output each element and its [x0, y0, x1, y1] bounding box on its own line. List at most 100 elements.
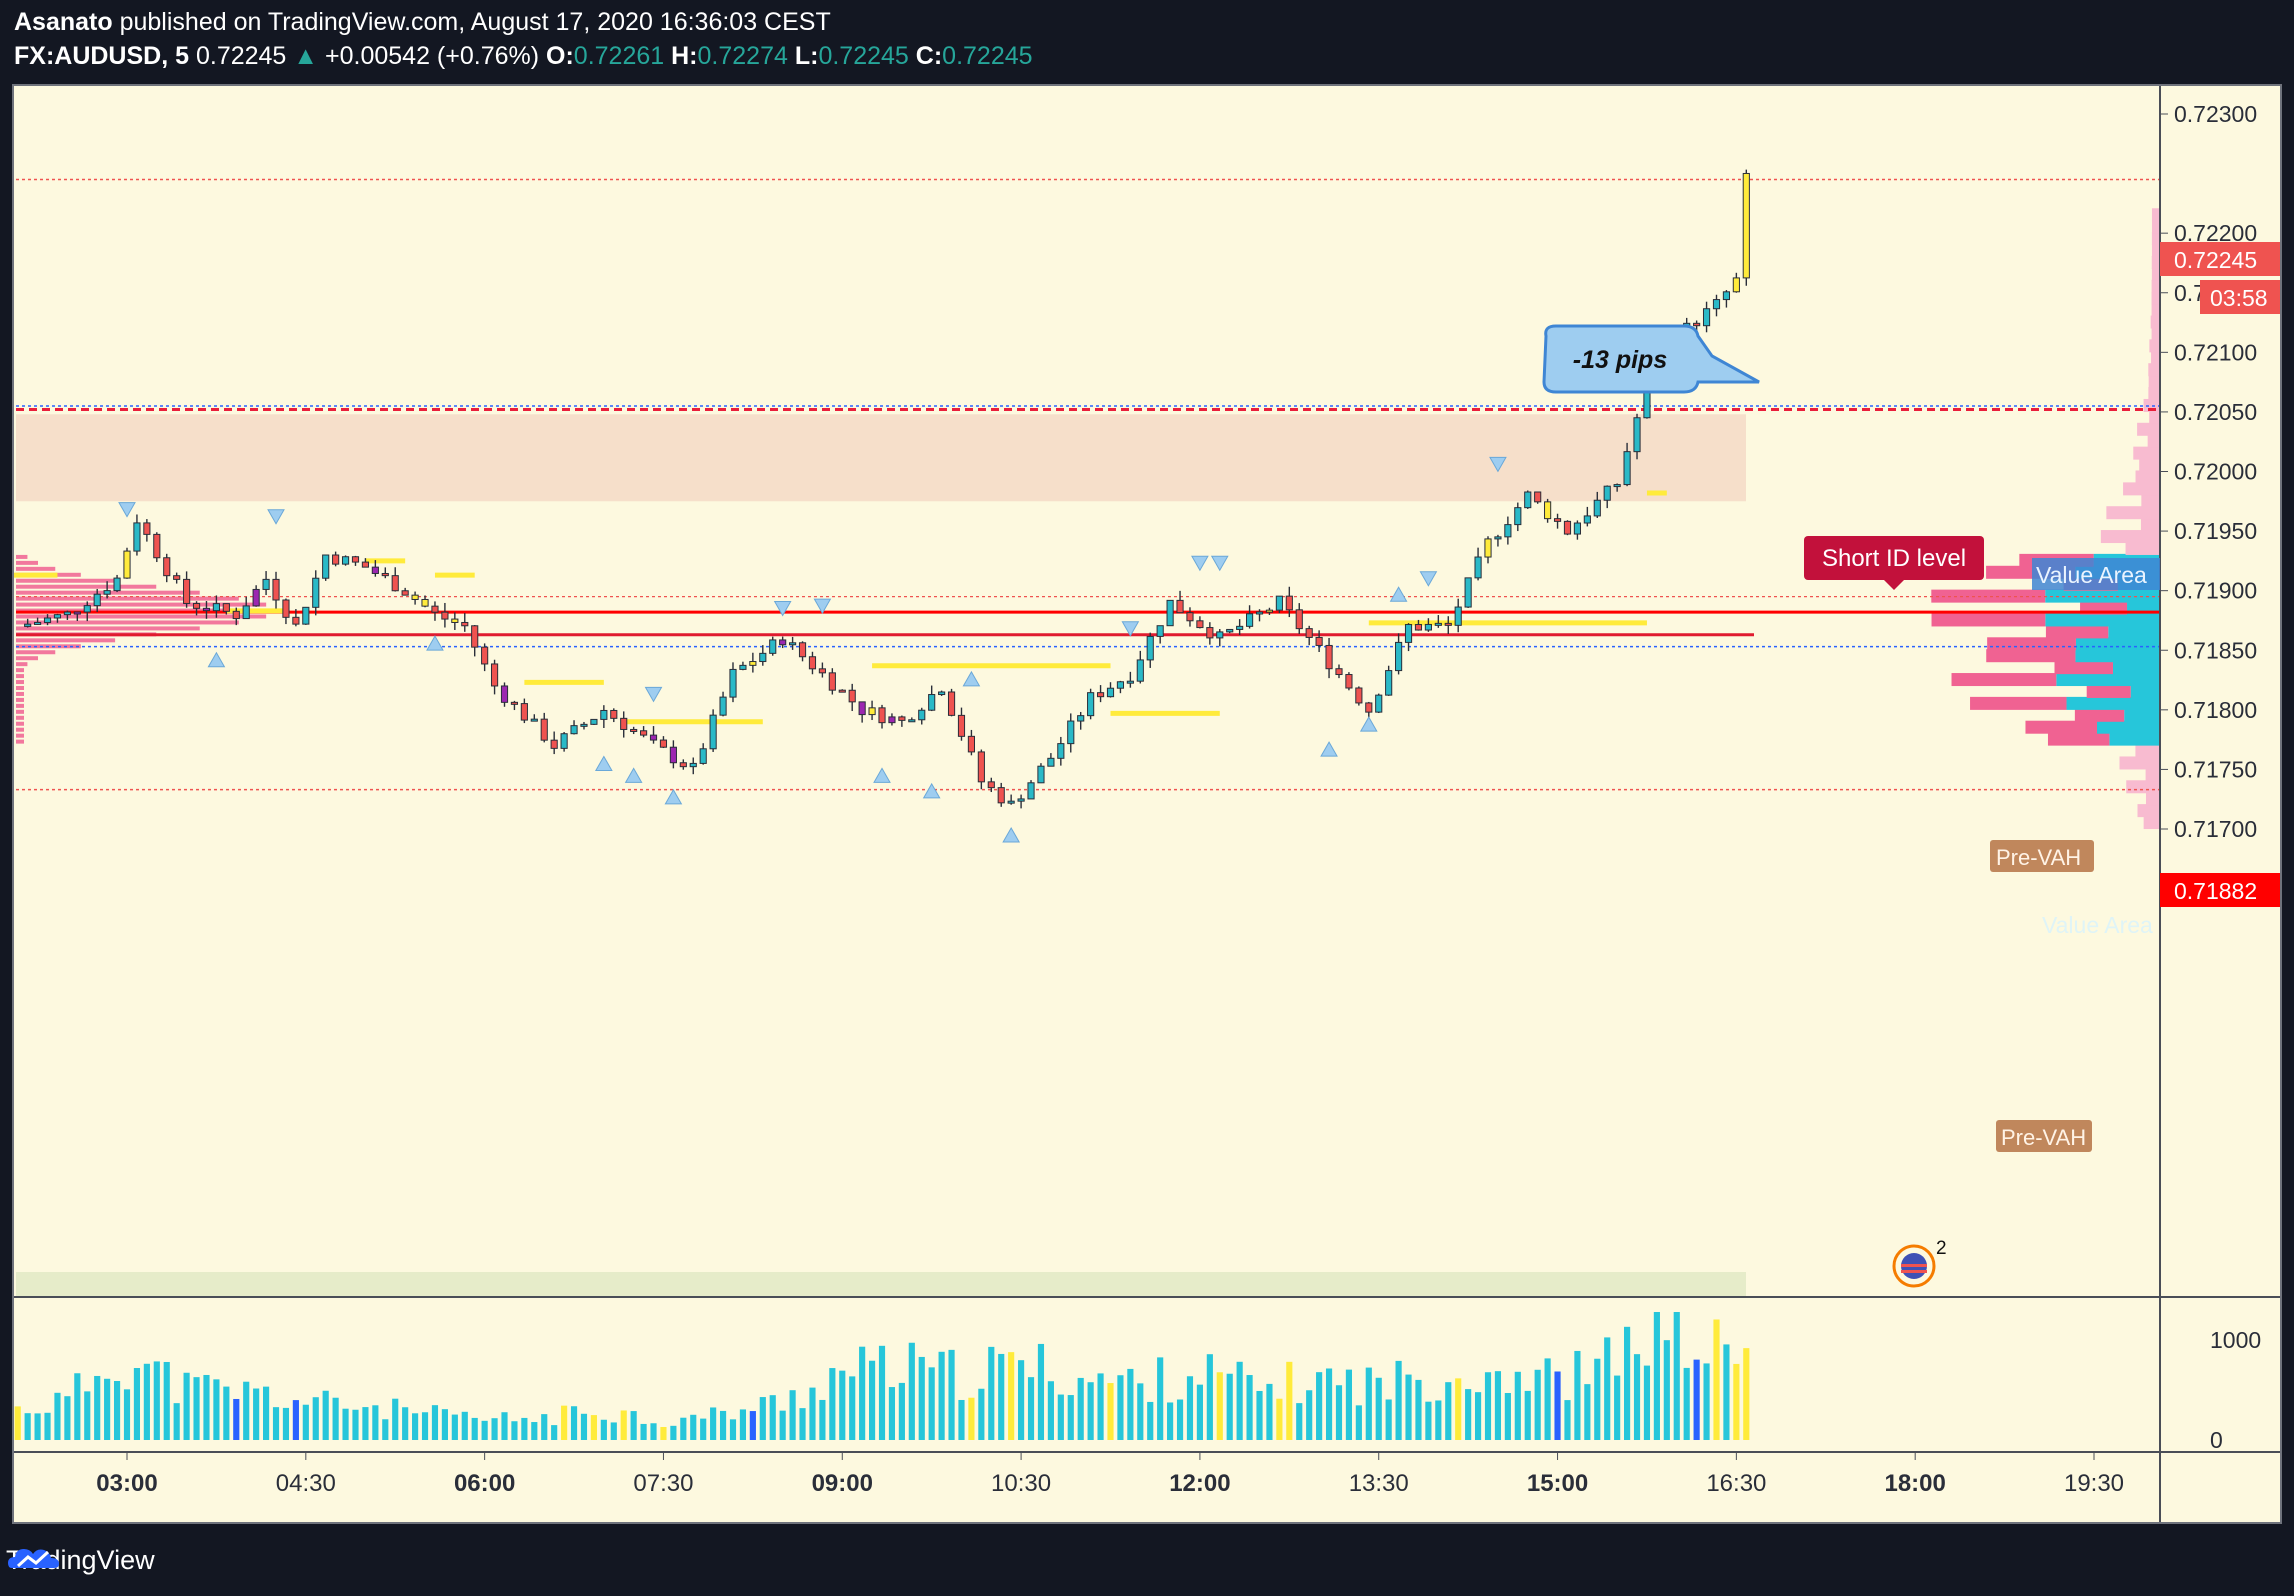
profile-bar-left — [16, 584, 157, 589]
volume-bar — [1633, 1354, 1641, 1440]
profile-bar-left — [16, 560, 39, 565]
volume-bar — [799, 1408, 806, 1440]
candle-body — [24, 623, 32, 627]
y-tick-label: 0.72000 — [2174, 459, 2257, 485]
candle-body — [669, 746, 677, 764]
profile-bar-light — [2125, 541, 2160, 555]
candle-body — [838, 689, 846, 693]
volume-bar — [769, 1395, 776, 1440]
candle-body — [818, 668, 826, 674]
x-tick-label: 10:30 — [991, 1470, 1051, 1497]
candle-body — [1623, 451, 1631, 486]
candle-body — [957, 714, 966, 737]
sell-signal-icon — [118, 502, 136, 518]
y-tick-label: 0.71900 — [2174, 578, 2257, 604]
volume-bar — [223, 1386, 230, 1440]
candle-body — [1742, 172, 1750, 279]
candle-body — [828, 672, 836, 691]
candle-body — [1395, 641, 1403, 672]
candle-body — [1335, 668, 1343, 676]
pips-callout[interactable]: -13 pips — [1542, 324, 1760, 394]
low-value: 0.72245 — [818, 42, 909, 70]
candle-body — [1524, 491, 1532, 509]
profile-bar-left — [16, 608, 276, 613]
volume-bar — [948, 1349, 955, 1440]
volume-bar — [471, 1417, 478, 1440]
x-tick-label: 03:00 — [96, 1470, 157, 1497]
profile-bar-left — [16, 602, 267, 607]
price-levels — [16, 178, 2160, 791]
x-tick-label: 06:00 — [454, 1470, 515, 1497]
volume-bar — [1246, 1375, 1253, 1440]
candle-body — [1236, 625, 1244, 630]
pips-callout-text: -13 pips — [1573, 346, 1668, 374]
candle-body — [649, 734, 658, 741]
symbol-label[interactable]: FX:AUDUSD, 5 — [14, 42, 190, 70]
price-chart[interactable]: 0.723000.722000.721500.721000.720500.720… — [14, 86, 2280, 1522]
volume-bar — [1693, 1359, 1700, 1440]
volume-bar — [104, 1378, 111, 1440]
last-price-badge: 0.72245 — [2160, 242, 2280, 276]
candle-body — [232, 610, 240, 620]
candle-body — [292, 616, 300, 625]
volume-bar — [1395, 1360, 1402, 1440]
volume-bar — [1455, 1378, 1462, 1440]
profile-bar-light — [2139, 458, 2160, 472]
profile-bar-light — [2145, 768, 2160, 782]
candle-body — [759, 652, 767, 663]
volume-bar — [1186, 1376, 1194, 1440]
candle-body — [1593, 499, 1601, 517]
volume-bar — [590, 1415, 597, 1440]
candle-body — [908, 719, 916, 723]
volume-bar — [451, 1414, 458, 1440]
author-name[interactable]: Asanato — [14, 8, 113, 36]
candle-body — [1176, 599, 1184, 614]
volume-bar — [918, 1356, 925, 1440]
candle-body — [1375, 694, 1383, 713]
volume-bar — [1614, 1375, 1621, 1440]
x-tick-label: 15:00 — [1527, 1470, 1588, 1497]
profile-bar-light — [2143, 816, 2160, 830]
candle-body — [798, 642, 807, 658]
volume-bar — [362, 1407, 369, 1440]
volume-bar — [1306, 1390, 1313, 1440]
candle-body — [1583, 515, 1591, 524]
profile-bar-left — [16, 697, 24, 702]
volume-bar — [511, 1421, 518, 1440]
profile-bar-light — [2151, 244, 2160, 258]
candle-body — [153, 533, 161, 559]
published-text: published on TradingView.com, August 17,… — [119, 8, 831, 36]
chart-frame[interactable]: 0.723000.722000.721500.721000.720500.720… — [12, 84, 2282, 1524]
economic-events-icon[interactable]: 2 — [1892, 1238, 1947, 1288]
candle-body — [262, 578, 270, 590]
candle-body — [1355, 687, 1363, 704]
volume-bar — [610, 1422, 617, 1440]
candle-body — [1275, 595, 1283, 611]
profile-bar-light — [2151, 303, 2160, 317]
change-up-icon: ▲ — [293, 42, 319, 70]
level-badge-text: 0.71882 — [2174, 878, 2257, 904]
profile-bar-left — [16, 662, 28, 667]
profile-bar-light — [2135, 744, 2160, 758]
candle-body — [312, 577, 320, 608]
candle-body — [1464, 577, 1472, 608]
pre-vah-top-label: Pre-VAH — [1990, 840, 2094, 872]
volume-bar — [1604, 1337, 1611, 1440]
volume-bar — [1226, 1373, 1233, 1440]
volume-bar — [1335, 1385, 1343, 1440]
volume-bar — [1325, 1368, 1333, 1440]
candle-body — [1057, 743, 1065, 759]
x-tick-label: 12:00 — [1169, 1470, 1230, 1497]
volume-bar — [978, 1388, 985, 1440]
volume-bar — [670, 1425, 677, 1440]
short-id-label[interactable]: Short ID level — [1804, 536, 1984, 590]
profile-bar-light — [2119, 756, 2160, 770]
buy-signal-icon — [207, 651, 226, 668]
candle-body — [1037, 765, 1045, 784]
candle-body — [1216, 631, 1224, 639]
tradingview-logo-icon[interactable] — [6, 1540, 62, 1574]
candle-body — [1325, 644, 1333, 670]
candle-body — [1404, 624, 1413, 643]
profile-bar-light — [2151, 208, 2160, 222]
volume-bar — [580, 1413, 588, 1440]
